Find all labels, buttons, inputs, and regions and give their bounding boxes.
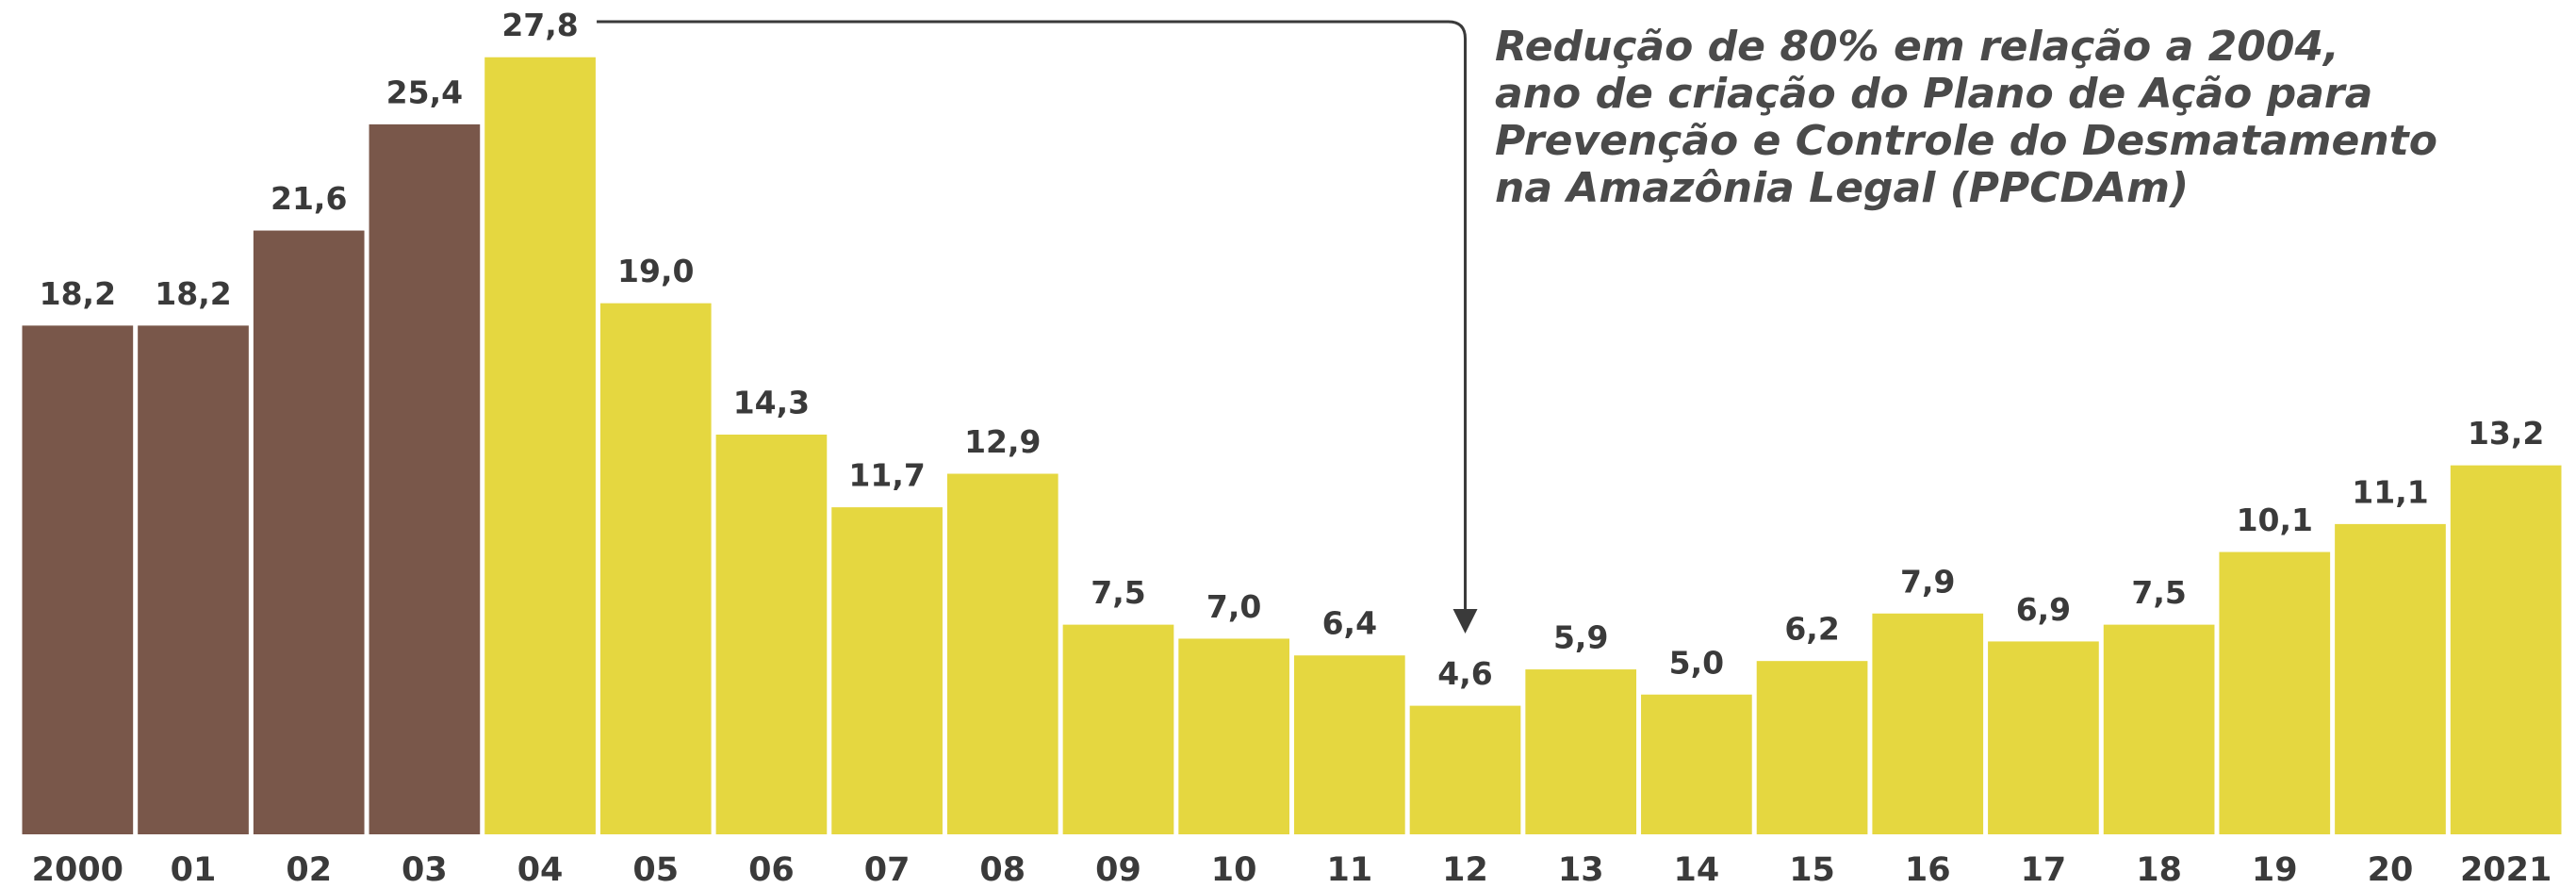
- annotation-text: na Amazônia Legal (PPCDAm): [1495, 164, 2189, 212]
- x-tick-label: 11: [1326, 851, 1372, 889]
- value-label: 19,0: [617, 253, 694, 289]
- x-tick-label: 04: [517, 851, 564, 889]
- bar: [484, 57, 596, 835]
- value-label: 21,6: [271, 180, 347, 217]
- x-tick-label: 12: [1442, 851, 1488, 889]
- x-tick-label: 05: [632, 851, 679, 889]
- bar: [2335, 523, 2446, 834]
- bar: [2219, 552, 2331, 834]
- x-tick-label: 07: [864, 851, 911, 889]
- bar: [1525, 669, 1637, 834]
- value-label: 14,3: [733, 385, 810, 421]
- x-tick-label: 15: [1789, 851, 1835, 889]
- bar: [253, 230, 365, 834]
- bar: [946, 473, 1058, 834]
- value-label: 6,4: [1322, 605, 1377, 642]
- value-label: 4,6: [1437, 655, 1492, 692]
- arrow-head: [1452, 609, 1478, 634]
- bar: [2450, 465, 2562, 834]
- value-label: 12,9: [964, 423, 1041, 460]
- bar: [1756, 661, 1868, 834]
- bar: [1872, 613, 1984, 834]
- x-tick-label: 2000: [32, 851, 123, 889]
- x-tick-label: 06: [748, 851, 795, 889]
- bar: [831, 507, 943, 834]
- annotation-text: Redução de 80% em relação a 2004,: [1495, 23, 2339, 71]
- bar: [2103, 624, 2215, 834]
- x-tick-label: 19: [2252, 851, 2298, 889]
- value-label: 5,9: [1553, 619, 1608, 656]
- value-label: 18,2: [155, 275, 231, 312]
- value-label: 5,0: [1669, 644, 1724, 681]
- x-tick-label: 01: [171, 851, 217, 889]
- bar: [22, 325, 134, 834]
- bar: [1641, 694, 1752, 834]
- bar: [1294, 655, 1405, 834]
- value-label: 25,4: [386, 74, 463, 110]
- bar: [1988, 641, 2099, 834]
- value-label: 27,8: [501, 7, 578, 43]
- bar: [138, 325, 249, 834]
- value-label: 6,9: [2016, 591, 2071, 628]
- value-label: 18,2: [40, 275, 116, 312]
- x-tick-label: 2021: [2460, 851, 2551, 889]
- value-label: 10,1: [2237, 502, 2313, 538]
- bar: [715, 435, 828, 834]
- annotation-text: ano de criação do Plano de Ação para: [1495, 70, 2372, 118]
- x-tick-label: 17: [2021, 851, 2067, 889]
- value-label: 11,7: [848, 457, 925, 494]
- x-tick-label: 13: [1558, 851, 1604, 889]
- value-label: 7,5: [2131, 574, 2186, 611]
- x-tick-label: 20: [2368, 851, 2414, 889]
- arrow-line: [597, 20, 1468, 615]
- value-label: 6,2: [1784, 611, 1839, 648]
- bar: [599, 303, 712, 834]
- x-tick-label: 18: [2136, 851, 2182, 889]
- x-tick-label: 09: [1095, 851, 1141, 889]
- annotation-text: Prevenção e Controle do Desmatamento: [1495, 117, 2437, 165]
- bar: [1062, 624, 1174, 834]
- x-tick-label: 14: [1674, 851, 1720, 889]
- x-tick-label: 08: [979, 851, 1025, 889]
- value-label: 13,2: [2468, 415, 2544, 452]
- bar: [369, 123, 481, 834]
- value-label: 11,1: [2352, 473, 2428, 510]
- value-label: 7,9: [1900, 563, 1955, 600]
- bar: [1178, 638, 1289, 834]
- x-tick-label: 16: [1905, 851, 1951, 889]
- x-tick-label: 10: [1211, 851, 1257, 889]
- annotation-arrow: [597, 20, 1478, 634]
- bar: [1409, 705, 1521, 834]
- x-tick-label: 02: [286, 851, 332, 889]
- x-tick-label: 03: [402, 851, 448, 889]
- value-label: 7,5: [1091, 574, 1145, 611]
- value-label: 7,0: [1206, 588, 1261, 625]
